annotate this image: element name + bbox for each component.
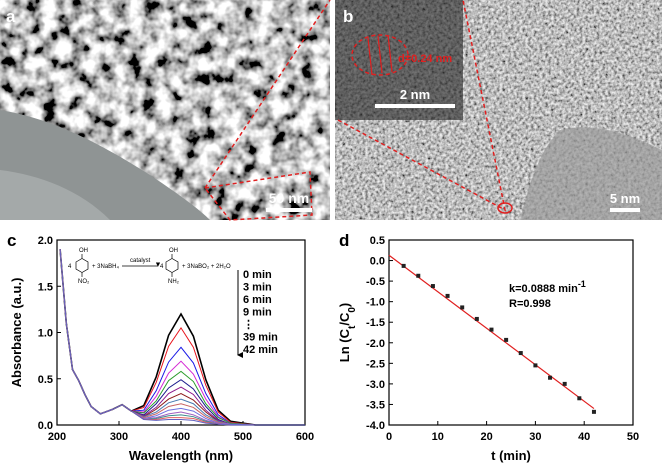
y-tick-label: 0.5 — [370, 235, 385, 247]
data-point — [401, 263, 406, 268]
data-point — [474, 316, 479, 321]
reaction-scheme — [75, 254, 179, 277]
x-tick-label: 10 — [432, 431, 444, 443]
annotation: k=0.0888 min-1 — [509, 279, 586, 295]
y-tick-label: -1.0 — [366, 297, 385, 309]
inset-scale-bar — [375, 104, 455, 108]
x-tick-label: 0 — [386, 431, 392, 443]
legend-label: 3 min — [243, 282, 272, 294]
y-tick-label: -4.0 — [366, 420, 385, 432]
panel-b: d=0.24 nm 2 nm b 5 nm — [335, 0, 662, 220]
x-tick-label: 30 — [529, 431, 541, 443]
data-point — [416, 273, 421, 278]
inset — [335, 0, 463, 120]
data-point — [518, 351, 523, 356]
annotation-part: k=0.0888 min — [509, 283, 578, 295]
scheme-text: catalyst — [130, 258, 151, 264]
legend-label: 39 min — [243, 332, 278, 344]
x-axis-label: Wavelength (nm) — [129, 448, 233, 463]
scheme-text: 4 — [160, 264, 164, 270]
scheme-text: NH₂ — [168, 279, 180, 285]
x-tick-label: 50 — [627, 431, 639, 443]
y-tick-label: -1.5 — [366, 317, 385, 329]
y-tick-label: -2.0 — [366, 338, 385, 350]
y-axis-label-part: ) — [337, 303, 352, 307]
scheme-text: OH — [169, 248, 178, 254]
y-axis-label-part: Ln (C — [337, 328, 352, 362]
scale-bar — [266, 208, 312, 212]
data-point — [533, 363, 538, 368]
data-point — [577, 396, 582, 401]
legend-label: ⋮ — [243, 319, 254, 331]
plot-frame — [388, 239, 634, 426]
x-tick-label: 400 — [172, 431, 190, 443]
data-point — [460, 305, 465, 310]
data-point — [548, 375, 553, 380]
annotation: R=0.998 — [509, 298, 551, 310]
scheme-text: NO₂ — [78, 279, 90, 285]
zoom-box — [203, 0, 331, 221]
data-point — [562, 381, 567, 386]
lattice-label: d=0.24 nm — [398, 53, 452, 65]
y-tick-label: -3.0 — [366, 379, 385, 391]
x-tick-label: 500 — [234, 431, 252, 443]
data-point — [430, 284, 435, 289]
x-tick-label: 300 — [110, 431, 128, 443]
y-tick-label: 2.0 — [38, 235, 53, 247]
zoom-origin — [497, 202, 513, 214]
scheme-text: 4 — [68, 264, 72, 270]
zoom-lines — [337, 0, 507, 212]
annotation-part: -1 — [578, 279, 586, 289]
molecule — [75, 254, 89, 277]
data-point — [489, 327, 494, 332]
y-tick-label: 1.0 — [38, 328, 53, 340]
carbon-film — [0, 170, 110, 220]
legend-label: 9 min — [243, 307, 272, 319]
y-tick-label: -3.5 — [366, 399, 385, 411]
spectrum-line — [59, 249, 305, 426]
inset-scale-label: 2 nm — [400, 87, 430, 102]
scale-bar-label: 5 nm — [610, 191, 640, 206]
scheme-text: + 3NaBH₄ — [92, 264, 120, 270]
x-tick-label: 40 — [578, 431, 590, 443]
panel-label: b — [343, 7, 353, 26]
y-axis-label: Ln (Ct/C0) — [337, 303, 358, 362]
panel-a: a 50 nm — [0, 0, 331, 221]
y-axis-label: Absorbance (a.u.) — [9, 278, 24, 388]
molecule — [165, 254, 179, 277]
y-tick-label: 0.0 — [370, 256, 385, 268]
y-tick-label: -0.5 — [366, 276, 385, 288]
fit-line — [388, 254, 595, 410]
data-point — [504, 337, 509, 342]
data-point — [591, 409, 596, 414]
y-tick-label: -2.5 — [366, 358, 385, 370]
scheme-text: + 3NaBO₂ + 2H₂O — [182, 264, 231, 270]
y-axis-label-part: t — [347, 325, 358, 329]
lighter-region — [520, 127, 662, 220]
panel-label: a — [6, 7, 16, 26]
scale-bar-label: 50 nm — [269, 190, 309, 206]
scale-bar — [610, 208, 640, 212]
lattice-fringes — [367, 34, 393, 76]
y-axis-label-part: 0 — [347, 307, 358, 313]
data-point — [445, 293, 450, 298]
panel-label: d — [339, 231, 349, 250]
lattice-marker — [351, 34, 409, 76]
y-tick-label: 1.5 — [38, 281, 53, 293]
x-tick-label: 600 — [296, 431, 314, 443]
legend-label: 0 min — [243, 269, 272, 281]
x-tick-label: 200 — [48, 431, 66, 443]
scheme-text: OH — [79, 248, 88, 254]
y-tick-label: 0.5 — [38, 374, 53, 386]
x-tick-label: 20 — [480, 431, 492, 443]
y-axis-label-part: /C — [337, 312, 352, 326]
legend-label: 42 min — [243, 344, 278, 356]
y-tick-label: 0.0 — [38, 420, 53, 432]
legend-label: 6 min — [243, 294, 272, 306]
x-axis-label: t (min) — [491, 448, 531, 463]
panel-label: c — [7, 231, 16, 250]
